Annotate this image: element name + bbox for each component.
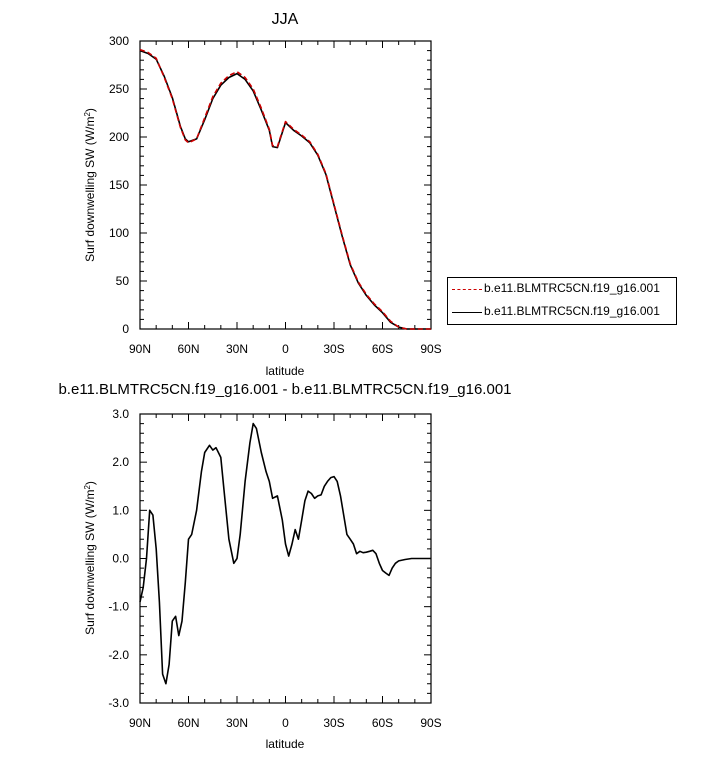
bottom-x-tick-label: 30S: [323, 716, 344, 730]
bottom-panel: b.e11.BLMTRC5CN.f19_g16.001 - b.e11.BLMT…: [58, 381, 511, 751]
top-y-tick-label: 200: [109, 130, 129, 144]
bottom-x-tick-label: 60N: [177, 716, 199, 730]
top-chart-title: JJA: [272, 11, 299, 28]
top-series-group: [139, 48, 431, 330]
top-y-tick-label: 250: [109, 82, 129, 96]
bottom-axis-ticks: 90N 60N 30N 0 30S 60S 90S -3.0 -2.0 -1.0 0.0 1.0 2.0…: [108, 407, 441, 730]
legend: b.e11.BLMTRC5CN.f19_g16.001 b.e11.BLMTRC…: [447, 277, 677, 325]
bottom-y-tick-label: -2.0: [108, 648, 129, 662]
bottom-x-tick-label: 90S: [420, 716, 441, 730]
bottom-y-tick-label: 2.0: [112, 455, 129, 469]
legend-item-dashed: b.e11.BLMTRC5CN.f19_g16.001: [448, 278, 676, 300]
bottom-x-tick-label: 30N: [226, 716, 248, 730]
bottom-y-tick-label: -3.0: [108, 696, 129, 710]
top-series-line-1: [139, 49, 431, 330]
top-x-tick-label: 0: [282, 342, 289, 356]
top-plot-frame: [139, 40, 432, 330]
bottom-x-tick-label: 0: [282, 716, 289, 730]
top-y-tick-label: 0: [122, 322, 129, 336]
legend-label-solid: b.e11.BLMTRC5CN.f19_g16.001: [484, 304, 660, 318]
legend-label-dashed: b.e11.BLMTRC5CN.f19_g16.001: [484, 281, 660, 295]
top-y-tick-label: 150: [109, 178, 129, 192]
bottom-y-axis-label: Surf downwelling SW (W/m2): [83, 481, 98, 635]
top-x-tick-label: 30N: [226, 342, 248, 356]
top-x-tick-label: 60S: [372, 342, 393, 356]
bottom-plot-frame: [139, 413, 432, 704]
top-y-axis-label: Surf downwelling SW (W/m2): [83, 108, 98, 262]
bottom-y-tick-label: 0.0: [112, 552, 129, 566]
bottom-x-tick-label: 60S: [372, 716, 393, 730]
top-x-axis-label: latitude: [266, 364, 305, 378]
legend-item-solid: b.e11.BLMTRC5CN.f19_g16.001: [448, 301, 676, 323]
top-y-tick-label: 100: [109, 226, 129, 240]
top-panel: JJA 90N 60N 30N 0 30S 60S 90S 0 50 100 150 200 250 30…: [83, 11, 442, 378]
top-y-tick-label: 300: [109, 34, 129, 48]
legend-swatch-dashed-red: [452, 289, 482, 290]
top-x-tick-label: 60N: [177, 342, 199, 356]
bottom-chart-title: b.e11.BLMTRC5CN.f19_g16.001 - b.e11.BLMT…: [58, 381, 511, 398]
top-y-tick-label: 50: [116, 274, 130, 288]
top-x-tick-label: 90S: [420, 342, 441, 356]
bottom-x-tick-label: 90N: [129, 716, 151, 730]
top-x-tick-label: 30S: [323, 342, 344, 356]
bottom-x-axis-label: latitude: [266, 737, 305, 751]
bottom-y-tick-label: -1.0: [108, 600, 129, 614]
bottom-y-tick-label: 1.0: [112, 503, 129, 517]
bottom-series-group: [139, 422, 431, 685]
legend-swatch-solid-black: [452, 312, 482, 313]
top-series-line-0: [139, 48, 431, 330]
top-x-tick-label: 90N: [129, 342, 151, 356]
bottom-series-line-0: [139, 422, 431, 685]
top-axis-ticks: 90N 60N 30N 0 30S 60S 90S 0 50 100 150 200 250 300: [109, 34, 442, 356]
bottom-y-tick-label: 3.0: [112, 407, 129, 421]
